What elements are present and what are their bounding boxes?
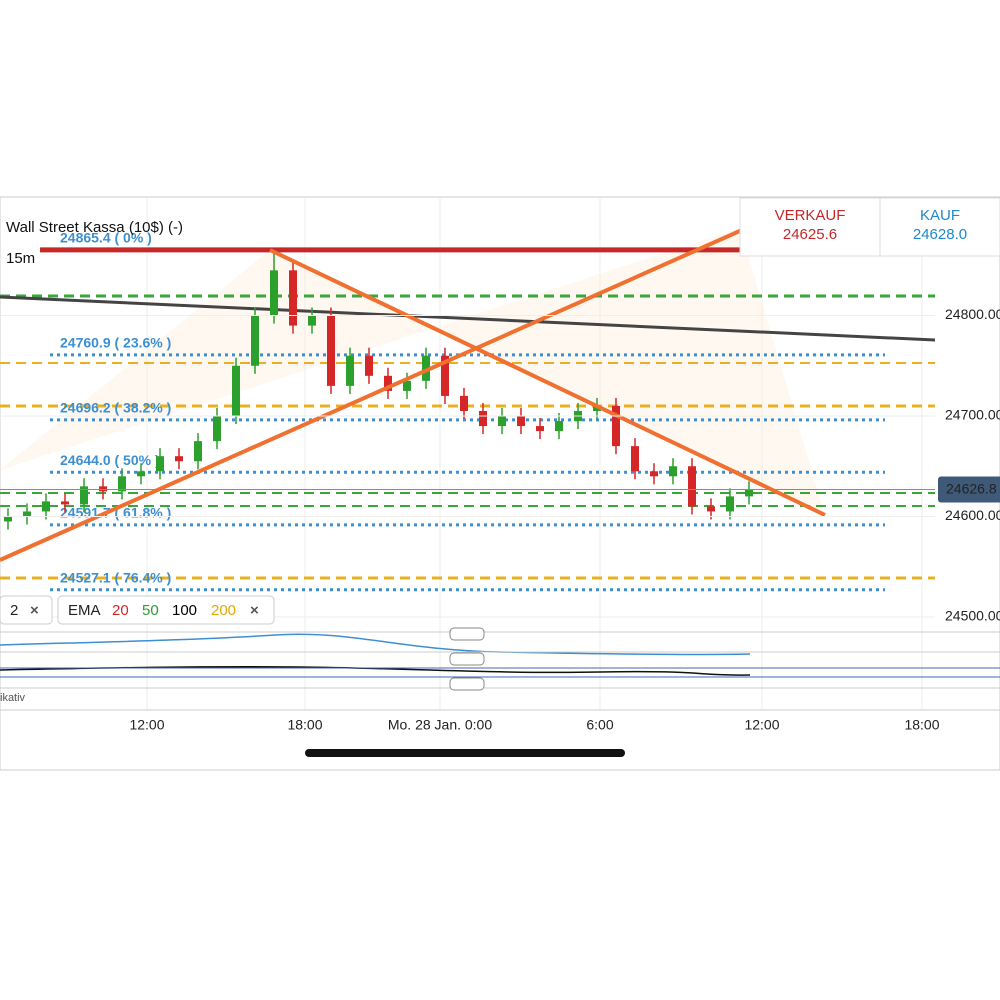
x-tick-label: 18:00 — [904, 717, 939, 733]
grid — [146, 198, 923, 710]
y-tick-label: 24600.00 — [945, 507, 1000, 523]
quote-box[interactable]: VERKAUF 24625.6 KAUF 24628.0 — [739, 197, 1000, 257]
ema-chip[interactable] — [57, 595, 275, 625]
x-tick-label: Mo. 28 Jan. 0:00 — [388, 717, 493, 733]
candle-body — [384, 375, 392, 391]
candle-body — [251, 315, 259, 366]
candle-body — [99, 486, 107, 492]
candle-body — [194, 441, 202, 462]
candles — [4, 250, 753, 530]
ema-period: 50 — [142, 602, 159, 619]
candle-body — [688, 466, 696, 507]
candle-body — [555, 421, 563, 432]
candle-body — [631, 446, 639, 472]
indicator-chip[interactable] — [0, 595, 53, 625]
candle-body — [536, 426, 544, 432]
candle-body — [156, 456, 164, 472]
candle-body — [403, 380, 411, 391]
candle-body — [669, 466, 677, 477]
panel-handle[interactable] — [449, 652, 485, 666]
close-icon[interactable]: × — [30, 602, 39, 619]
candle-body — [42, 501, 50, 512]
x-tick-label: 12:00 — [129, 717, 164, 733]
volume-label: ikativ — [0, 692, 26, 704]
indicator-value: 2 — [10, 602, 18, 619]
buy-box[interactable] — [879, 197, 1000, 257]
candle-body — [422, 355, 430, 381]
sell-box[interactable] — [739, 197, 881, 257]
indicator-legend: 2 × EMA 20 50 100 200 × — [0, 595, 275, 625]
candle-body — [270, 270, 278, 316]
ema-period: 200 — [211, 602, 236, 619]
candle-body — [460, 395, 468, 411]
fib-levels: 24865.4 ( 0% ) 24760.9 ( 23.6% ) 24696.2 (… — [40, 230, 885, 592]
candle-body — [498, 416, 506, 427]
candle-body — [327, 315, 335, 386]
candle-body — [441, 355, 449, 396]
candle-body — [289, 270, 297, 326]
instrument-title: Wall Street Kassa (10$) (-) — [6, 219, 183, 236]
buy-label: KAUF — [920, 207, 960, 224]
home-indicator — [305, 749, 625, 757]
x-tick-label: 6:00 — [586, 717, 613, 733]
chart-frame — [0, 196, 1000, 771]
candle-body — [80, 486, 88, 505]
ema-period: 20 — [112, 602, 129, 619]
fib-label: 24644.0 ( 50% ) — [60, 452, 160, 468]
timeframe: 15m — [6, 250, 35, 267]
candle-body — [365, 355, 373, 376]
candle-body — [213, 416, 221, 442]
candle-body — [232, 365, 240, 417]
buy-price: 24628.0 — [913, 226, 967, 243]
trend-lines — [0, 220, 826, 562]
candle-body — [175, 456, 183, 462]
panel-handle[interactable] — [449, 677, 485, 691]
candle-body — [61, 501, 69, 505]
ema-period: 100 — [172, 602, 197, 619]
fib-label: 24527.1 ( 76.4% ) — [60, 569, 171, 585]
candle-body — [346, 355, 354, 386]
x-tick-label: 18:00 — [287, 717, 322, 733]
y-tick-label: 24500.00 — [945, 608, 1000, 624]
close-icon[interactable]: × — [250, 602, 259, 619]
candle-body — [517, 416, 525, 427]
panel-handle[interactable] — [449, 627, 485, 641]
current-price: 24626.8 — [946, 480, 997, 496]
fib-label: 24865.4 ( 0% ) — [60, 230, 152, 246]
candle-body — [4, 516, 12, 522]
candle-body — [650, 471, 658, 477]
candle-body — [745, 489, 753, 497]
fib-label: 24696.2 ( 38.2% ) — [60, 400, 171, 416]
candle-body — [23, 511, 31, 517]
candle-body — [612, 405, 620, 447]
candle-body — [479, 410, 487, 427]
candle-body — [308, 315, 316, 326]
x-tick-label: 12:00 — [744, 717, 779, 733]
price-axis: 24500.00 24600.00 24700.00 24800.00 24626.8 — [0, 306, 1000, 624]
candle-body — [118, 476, 126, 492]
fib-label: 24760.9 ( 23.6% ) — [60, 335, 171, 351]
sub-panels: ikativ — [0, 627, 1000, 711]
candle-body — [726, 496, 734, 512]
y-tick-label: 24700.00 — [945, 407, 1000, 423]
ema-label: EMA — [68, 602, 101, 619]
candle-body — [137, 471, 145, 477]
sell-label: VERKAUF — [775, 207, 846, 224]
sell-price: 24625.6 — [783, 226, 837, 243]
current-price-tag — [938, 476, 1000, 503]
y-tick-label: 24800.00 — [945, 306, 1000, 322]
candle-body — [707, 506, 715, 512]
candle-body — [593, 405, 601, 411]
time-axis: 12:00 18:00 Mo. 28 Jan. 0:00 6:00 12:00 18:00 — [129, 717, 939, 733]
